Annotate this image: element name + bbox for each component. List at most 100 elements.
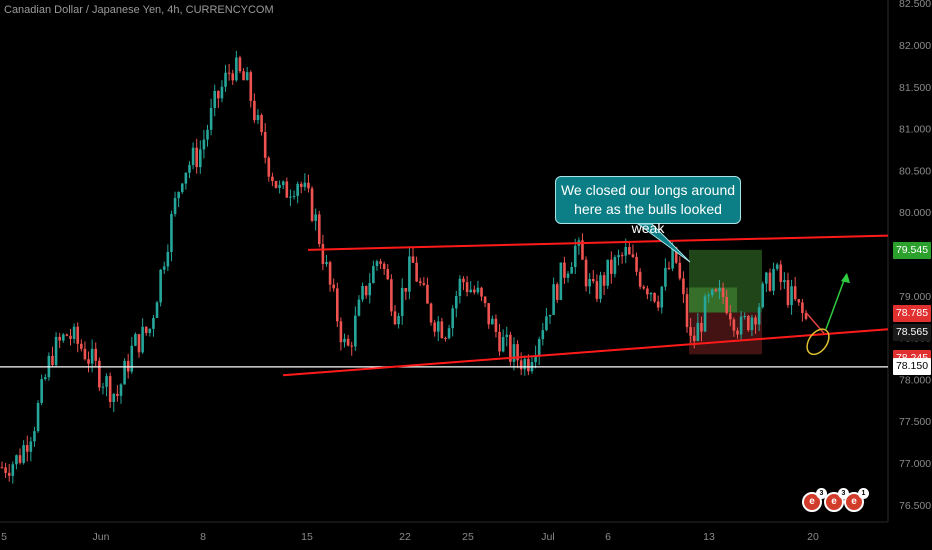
candle-body <box>678 262 682 279</box>
candle-body <box>256 115 260 121</box>
candle-body <box>725 297 728 314</box>
candle-body <box>94 348 98 361</box>
candle-body <box>173 198 177 215</box>
candle-body <box>635 256 638 272</box>
candle-body <box>141 326 144 353</box>
y-tick-label: 80.000 <box>899 207 931 219</box>
candle-body <box>728 313 732 320</box>
candle-body <box>69 335 72 339</box>
candle-body <box>317 214 321 245</box>
candle-body <box>188 165 191 173</box>
candle-body <box>0 467 4 469</box>
candle-body <box>43 377 47 380</box>
candle-body <box>454 295 458 309</box>
candle-body <box>11 464 15 476</box>
candle-body <box>537 339 541 356</box>
x-axis: 5 Jun 8 15 22 25 Jul 6 13 20 <box>0 521 888 543</box>
candle-body <box>418 281 422 284</box>
badge-count: 3 <box>816 488 827 499</box>
candle-body <box>368 283 372 296</box>
candle-body <box>372 266 375 284</box>
y-tick-label: 79.000 <box>899 291 931 303</box>
candle-body <box>436 321 440 332</box>
candle-body <box>51 355 54 366</box>
candle-body <box>101 386 105 388</box>
candle-body <box>80 343 83 349</box>
candle-body <box>667 267 671 269</box>
x-tick-label: 5 <box>1 531 7 543</box>
candle-body <box>184 172 188 184</box>
candle-body <box>804 313 808 319</box>
candle-body <box>519 360 523 370</box>
candle-body <box>736 330 739 335</box>
candle-body <box>328 262 332 285</box>
candle-body <box>350 345 354 347</box>
y-tick-label: 81.500 <box>899 82 931 94</box>
x-tick-label: 6 <box>605 531 611 543</box>
candle-body <box>162 266 166 270</box>
candle-body <box>772 268 775 291</box>
y-tick-label: 82.500 <box>899 0 931 10</box>
candle-body <box>253 100 256 121</box>
candle-body <box>451 308 454 329</box>
candle-body <box>527 358 530 372</box>
candle-body <box>555 284 559 300</box>
candle-body <box>595 281 599 299</box>
badge-count: 1 <box>858 488 869 499</box>
candle-body <box>602 275 606 286</box>
candle-body <box>501 336 505 352</box>
candle-body <box>382 263 386 270</box>
candle-body <box>620 255 624 257</box>
candle-body <box>33 431 36 442</box>
candles <box>0 50 808 484</box>
candle-body <box>498 331 501 352</box>
candle-body <box>155 302 159 319</box>
candle-body <box>703 296 707 332</box>
candle-body <box>465 282 469 293</box>
annotation-line-1: We closed our longs around <box>560 182 736 198</box>
candle-body <box>65 334 69 336</box>
candle-body <box>4 467 7 473</box>
candle-body <box>224 72 227 87</box>
y-tick-label: 82.000 <box>899 40 931 52</box>
annotation-line-2: here as the bulls looked weak <box>574 201 722 236</box>
x-tick-label: 20 <box>807 531 819 543</box>
candle-body <box>220 86 224 99</box>
channel-upper-line <box>307 234 889 251</box>
candle-body <box>563 262 566 278</box>
candle-body <box>267 157 271 177</box>
y-tick-label: 76.500 <box>899 500 931 512</box>
candle-body <box>548 314 552 317</box>
candle-body <box>566 273 570 278</box>
candle-body <box>40 379 43 403</box>
badge-count: 3 <box>838 488 849 499</box>
candle-body <box>757 307 761 325</box>
candle-body <box>739 316 743 335</box>
candle-body <box>235 57 238 81</box>
candle-body <box>285 181 289 198</box>
candle-body <box>303 182 307 187</box>
price-label: 79.545 <box>893 241 931 259</box>
candle-body <box>512 344 516 362</box>
candle-body <box>332 284 335 289</box>
candle-body <box>494 318 498 332</box>
y-tick-label: 80.500 <box>899 165 931 177</box>
candle-body <box>271 176 274 182</box>
candle-body <box>523 358 527 370</box>
candle-body <box>732 319 736 331</box>
candle-body <box>83 348 87 360</box>
candle-body <box>202 139 206 150</box>
candle-body <box>588 279 591 287</box>
candle-body <box>700 322 703 332</box>
candle-body <box>390 279 393 312</box>
candle-body <box>552 284 555 315</box>
candle-body <box>591 279 595 282</box>
candle-body <box>112 393 116 403</box>
candle-body <box>159 269 162 303</box>
candle-body <box>664 267 667 287</box>
candle-body <box>570 267 573 274</box>
